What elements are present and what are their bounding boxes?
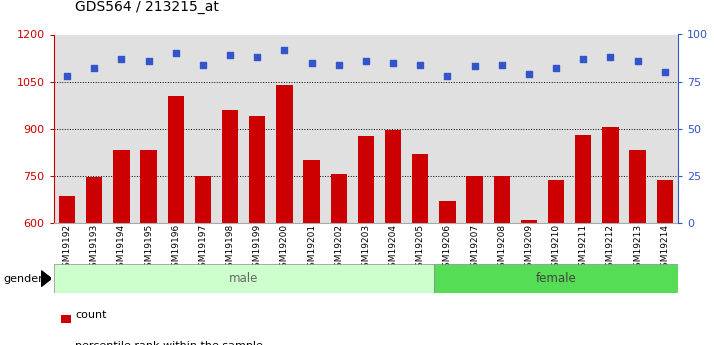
Text: female: female [536,272,576,285]
Bar [412,154,428,345]
Bar [276,85,293,345]
Point [197,62,208,67]
Bar [575,135,591,345]
Point [550,66,562,71]
Text: GDS564 / 213215_at: GDS564 / 213215_at [75,0,219,14]
Point [469,64,481,69]
Bar [434,264,678,293]
Bar [548,180,564,345]
Point [388,60,399,66]
Bar [86,177,102,345]
Bar [385,130,401,345]
Bar [358,136,374,345]
Bar [59,196,75,345]
Point [659,69,670,75]
Point [116,56,127,62]
Point [523,71,535,77]
Bar [602,127,618,345]
Bar [114,150,130,345]
Bar [466,176,483,345]
Point [415,62,426,67]
Point [578,56,589,62]
Point [605,54,616,60]
Bar [168,96,184,345]
Point [170,50,181,56]
Bar [657,180,673,345]
Point [632,58,643,63]
Text: count: count [75,310,106,320]
Point [89,66,100,71]
Point [61,73,73,79]
Point [442,73,453,79]
Bar [141,150,157,345]
Bar [493,176,510,345]
Bar [439,200,456,345]
Bar [331,174,347,345]
Text: percentile rank within the sample: percentile rank within the sample [75,342,263,345]
Bar [630,150,645,345]
Bar [521,220,537,345]
Point [251,54,263,60]
Bar [61,315,71,323]
Point [361,58,372,63]
Bar [303,160,320,345]
Polygon shape [41,271,51,286]
Text: male: male [229,272,258,285]
Point [278,47,290,52]
Bar [222,110,238,345]
Bar [195,176,211,345]
Point [333,62,344,67]
Bar [54,264,434,293]
Point [224,52,236,58]
Bar [249,116,266,345]
Text: gender: gender [4,274,44,284]
Point [496,62,508,67]
Point [143,58,154,63]
Point [306,60,317,66]
